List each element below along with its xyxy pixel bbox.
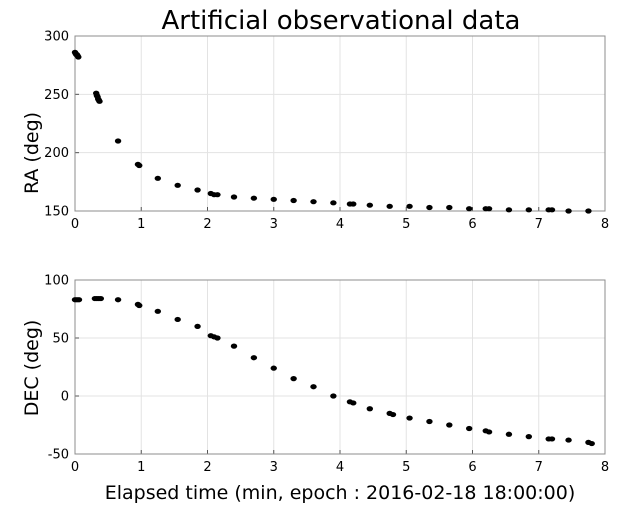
dec-data-point (446, 422, 453, 428)
ra-x-tick-label: 6 (468, 217, 476, 232)
ra-data-point (465, 206, 473, 212)
dec-data-point (485, 429, 493, 435)
dec-axes-box (74, 279, 606, 455)
x-axis-label: Elapsed time (min, epoch : 2016-02-18 18… (105, 482, 576, 504)
dec-x-tick-label: 3 (270, 460, 278, 475)
ra-data-point (174, 182, 181, 188)
ra-data-point (136, 162, 143, 169)
dec-data-point (230, 343, 238, 349)
dec-data-point (525, 434, 533, 440)
dec-data-point (330, 393, 337, 399)
ra-data-point (230, 194, 238, 200)
dec-data-point (194, 323, 201, 329)
dec-x-tick-label: 5 (402, 460, 410, 475)
ra-data-point (290, 197, 297, 204)
ra-data-point (310, 199, 317, 205)
ra-x-tick-label: 4 (336, 217, 344, 232)
ra-y-tick-label: 300 (44, 30, 69, 45)
dec-data-point (114, 297, 122, 303)
dec-data-point (97, 295, 105, 302)
ra-data-point (406, 203, 413, 209)
ra-data-point (548, 207, 556, 213)
ra-y-tick-label: 250 (44, 88, 69, 103)
dec-data-point (588, 440, 595, 447)
dec-data-point (565, 437, 572, 443)
ra-data-point (214, 192, 221, 198)
ra-axes-box (74, 35, 606, 212)
ra-x-tick-label: 3 (270, 217, 278, 232)
ra-data-point (585, 208, 592, 214)
dec-y-tick-label: 100 (44, 274, 69, 289)
dec-data-point (136, 302, 143, 309)
dec-data-point (505, 431, 513, 437)
ra-plot: 0 1 2 3 4 5 6 7 8 150 200 250 300 (44, 30, 609, 233)
ra-x-tick-label: 5 (402, 217, 410, 232)
ra-data-point (386, 203, 393, 209)
dec-y-tick-label: 50 (52, 332, 69, 347)
dec-x-tick-label: 8 (601, 460, 609, 475)
ra-data-point (525, 207, 533, 213)
ra-data-point (446, 204, 453, 211)
ra-y-axis-label: RA (deg) (21, 112, 43, 194)
ra-data-point (426, 204, 433, 211)
ra-data-point (485, 206, 493, 212)
ra-x-tick-label: 1 (137, 217, 145, 232)
ra-data-point (114, 138, 122, 144)
dec-data-point (310, 384, 317, 390)
dec-data-point (75, 297, 83, 303)
chart-title: Artificial observational data (162, 6, 521, 36)
ra-data-point (270, 196, 277, 202)
dec-data-point (350, 400, 357, 406)
dec-data-point (426, 418, 433, 425)
ra-data-point (350, 201, 357, 207)
ra-y-tick-label: 200 (44, 146, 69, 161)
ra-data-point (194, 187, 201, 193)
ra-data-point (565, 208, 572, 214)
dec-y-axis-label: DEC (deg) (21, 320, 43, 417)
dec-x-tick-label: 2 (203, 460, 211, 475)
ra-data-point (505, 207, 513, 213)
dec-data-point (406, 415, 413, 421)
ra-data-point (250, 195, 258, 201)
dec-x-tick-label: 0 (71, 460, 79, 475)
ra-data-point (330, 200, 337, 206)
dec-y-tick-label: 0 (61, 390, 69, 405)
dec-y-tick-label: -50 (48, 448, 69, 463)
dec-x-tick-label: 4 (336, 460, 344, 475)
dec-data-point (214, 335, 221, 341)
ra-y-tick-label: 150 (44, 205, 69, 220)
dec-data-point (366, 406, 374, 412)
dec-x-tick-label: 1 (137, 460, 145, 475)
dec-data-point (290, 376, 297, 382)
ra-x-tick-label: 0 (71, 217, 79, 232)
dec-data-point (389, 411, 397, 418)
ra-data-point (75, 54, 82, 60)
dec-data-point (154, 308, 162, 314)
dec-data-point (465, 425, 473, 432)
ra-x-tick-label: 8 (601, 217, 609, 232)
dec-data-point (174, 316, 181, 323)
dec-data-point (270, 365, 277, 371)
dec-x-tick-label: 7 (535, 460, 543, 475)
dec-x-tick-label: 6 (468, 460, 476, 475)
ra-data-point (366, 202, 374, 208)
ra-x-tick-label: 7 (535, 217, 543, 232)
dec-data-point (548, 436, 556, 442)
ra-data-point (154, 175, 162, 181)
dec-data-point (250, 355, 258, 361)
ra-x-tick-label: 2 (203, 217, 211, 232)
ra-data-point (96, 98, 103, 104)
